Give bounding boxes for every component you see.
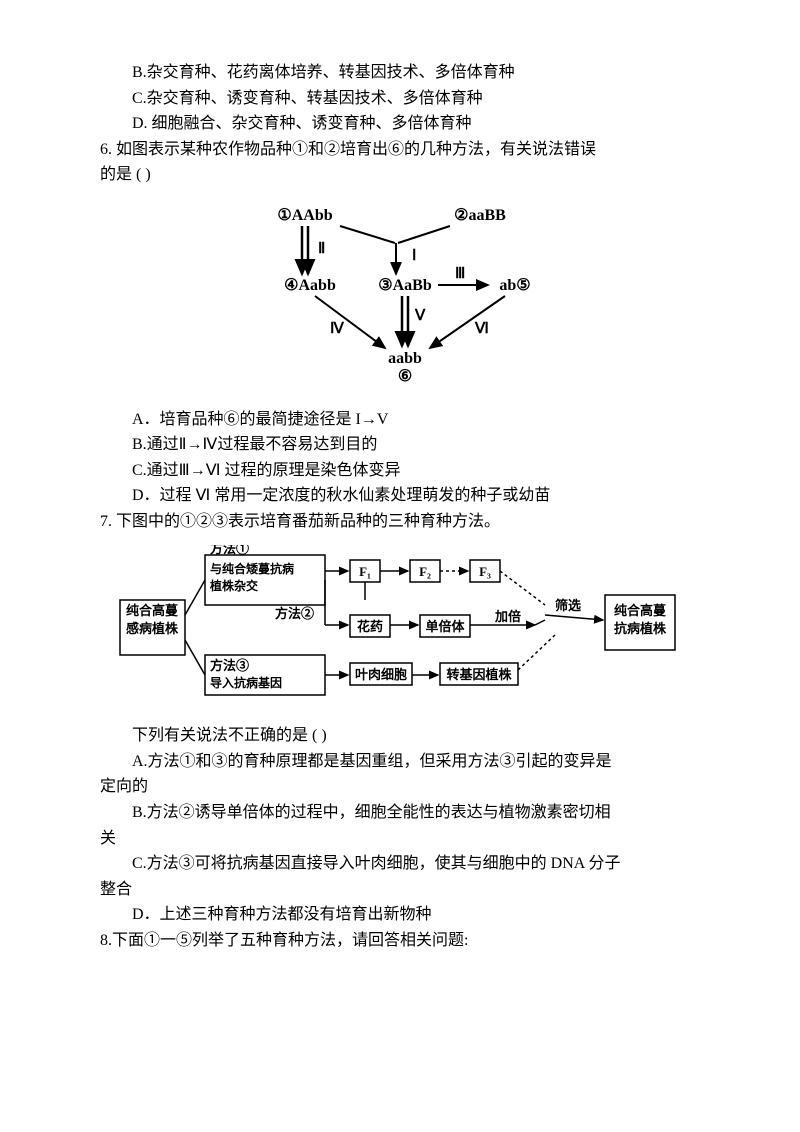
d7-f2: F₂ [419,564,431,579]
d6-edge-V: Ⅴ [414,308,426,324]
d7-m1-text-l2: 植株杂交 [209,578,258,593]
q6-opt-b: B.通过Ⅱ→Ⅳ过程最不容易达到目的 [100,432,700,458]
d7-rightbox-l1: 纯合高蔓 [614,603,667,618]
ans-top-b: B.杂交育种、花药离体培养、转基因技术、多倍体育种 [100,60,700,86]
q6-diagram: ①AAbb ②aaBB ④Aabb ③AaBb ab⑤ aabb ⑥ Ⅰ Ⅱ Ⅲ… [100,198,700,397]
d6-node4: ④Aabb [284,277,336,294]
d7-m2-label: 方法② [275,606,314,621]
d7-m1-text-l1: 与纯合矮蔓抗病 [210,561,294,576]
ans-top-d: D. 细胞融合、杂交育种、诱变育种、多倍体育种 [100,111,700,137]
q6-opt-c: C.通过Ⅲ→Ⅵ 过程的原理是染色体变异 [100,458,700,484]
ans-top-c: C.杂交育种、诱变育种、转基因技术、多倍体育种 [100,86,700,112]
q6-stem-2: 的是 ( ) [100,162,700,188]
d6-edge-IV: Ⅳ [330,321,345,337]
d7-yerou: 叶肉细胞 [355,667,407,682]
q7-opt-a2: 定向的 [100,774,700,800]
q8-stem: 8.下面①一⑤列举了五种育种方法，请回答相关问题: [100,928,700,954]
q7-opt-b1: B.方法②诱导单倍体的过程中，细胞全能性的表达与植物激素密切相 [100,800,700,826]
q7-diagram: 纯合高蔓 感病植株 方法① 与纯合矮蔓抗病 植株杂交 方法② 方法③ 导入抗病基… [100,545,700,714]
d6-node6-label: ⑥ [398,368,412,385]
d7-leftbox-l2: 感病植株 [126,621,179,636]
q7-opt-a1: A.方法①和③的育种原理都是基因重组，但采用方法③引起的变异是 [100,749,700,775]
d7-huayao: 花药 [357,619,383,634]
q6-opt-a: A．培育品种⑥的最简捷途径是 I→V [100,407,700,433]
q7-stem: 7. 下图中的①②③表示培育番茄新品种的三种育种方法。 [100,509,700,535]
d6-node2: ②aaBB [454,207,506,224]
d7-f1: F₁ [359,564,371,579]
d6-edge-III: Ⅲ [455,266,465,282]
q7-opt-c1: C.方法③可将抗病基因直接导入叶肉细胞，使其与细胞中的 DNA 分子 [100,851,700,877]
d7-m3-text: 导入抗病基因 [210,675,282,690]
d6-edge-I: Ⅰ [412,248,416,264]
d7-leftbox-l1: 纯合高蔓 [126,603,179,618]
q7-opt-c2: 整合 [100,877,700,903]
d6-node3: ③AaBb [378,277,432,294]
q7-opt-d: D．上述三种育种方法都没有培育出新物种 [100,902,700,928]
q6-stem-1: 6. 如图表示某种农作物品种①和②培育出⑥的几种方法，有关说法错误 [100,137,700,163]
d7-m1-label: 方法① [210,545,249,556]
q7-opt-b2: 关 [100,826,700,852]
d6-node1: ①AAbb [277,207,332,224]
q7-lead: 下列有关说法不正确的是 ( ) [100,723,700,749]
d6-node5: ab⑤ [499,277,530,294]
d6-node6: aabb [388,350,422,367]
q6-opt-d: D．过程 Ⅵ 常用一定浓度的秋水仙素处理萌发的种子或幼苗 [100,483,700,509]
d7-f3: F₃ [479,564,491,579]
d7-shaixuan: 筛选 [555,598,581,613]
d6-edge-VI: Ⅵ [474,321,489,337]
d7-rightbox-l2: 抗病植株 [614,621,667,636]
d7-m3-label: 方法③ [210,658,249,673]
d7-danbeiti: 单倍体 [425,619,465,634]
d7-jiabei: 加倍 [494,609,521,624]
d6-edge-II: Ⅱ [318,241,325,257]
d7-zhuanji: 转基因植株 [446,667,512,682]
